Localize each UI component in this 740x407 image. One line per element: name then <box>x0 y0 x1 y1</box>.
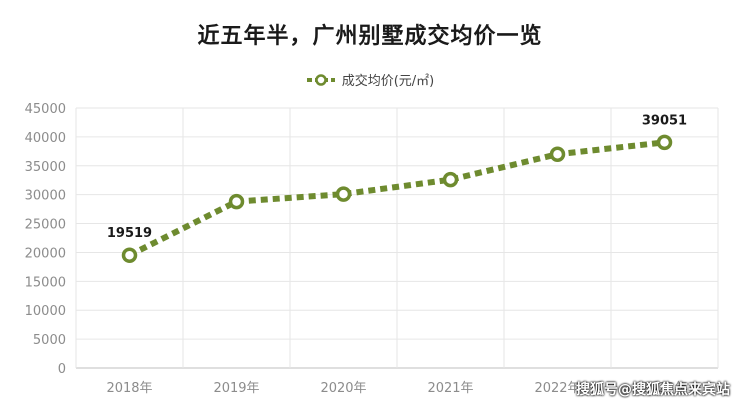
data-point <box>442 171 459 188</box>
grid-layer <box>75 107 719 369</box>
data-label: 19519 <box>107 226 152 241</box>
legend-label: 成交均价(元/㎡) <box>341 74 435 89</box>
x-tick-label: 2020年 <box>320 381 366 396</box>
y-tick-label: 40000 <box>25 131 66 146</box>
y-tick-label: 30000 <box>25 189 66 204</box>
y-tick-label: 15000 <box>25 275 66 290</box>
label-layer: 19519 39051 <box>107 113 687 241</box>
axis-layer: 0 5000 10000 15000 20000 25000 30000 35000 40000… <box>25 102 688 396</box>
watermark: 搜狐号@搜狐焦点来宾站 <box>576 382 730 398</box>
x-tick-label: 2022年 <box>534 381 580 396</box>
x-tick-label: 2018年 <box>106 381 152 396</box>
y-tick-label: 45000 <box>25 102 66 117</box>
x-tick-label: 2019年 <box>213 381 259 396</box>
y-tick-label: 35000 <box>25 160 66 175</box>
chart-title: 近五年半，广州别墅成交均价一览 <box>197 24 543 49</box>
series-layer <box>121 134 673 263</box>
y-tick-label: 5000 <box>33 333 66 348</box>
x-tick-label: 2023年 <box>641 381 687 396</box>
data-point <box>121 247 138 263</box>
y-tick-label: 20000 <box>25 246 66 261</box>
series-line <box>128 139 665 258</box>
y-tick-label: 0 <box>58 362 66 377</box>
legend-marker-icon <box>306 73 335 86</box>
legend: 成交均价(元/㎡) <box>0 70 740 91</box>
x-tick-label: 2021年 <box>427 381 473 396</box>
data-point <box>228 193 245 210</box>
y-tick-label: 25000 <box>25 218 66 233</box>
y-tick-label: 10000 <box>25 304 66 319</box>
data-point <box>549 146 566 162</box>
data-label: 39051 <box>642 113 687 128</box>
data-point <box>335 186 352 202</box>
data-point <box>656 134 673 151</box>
